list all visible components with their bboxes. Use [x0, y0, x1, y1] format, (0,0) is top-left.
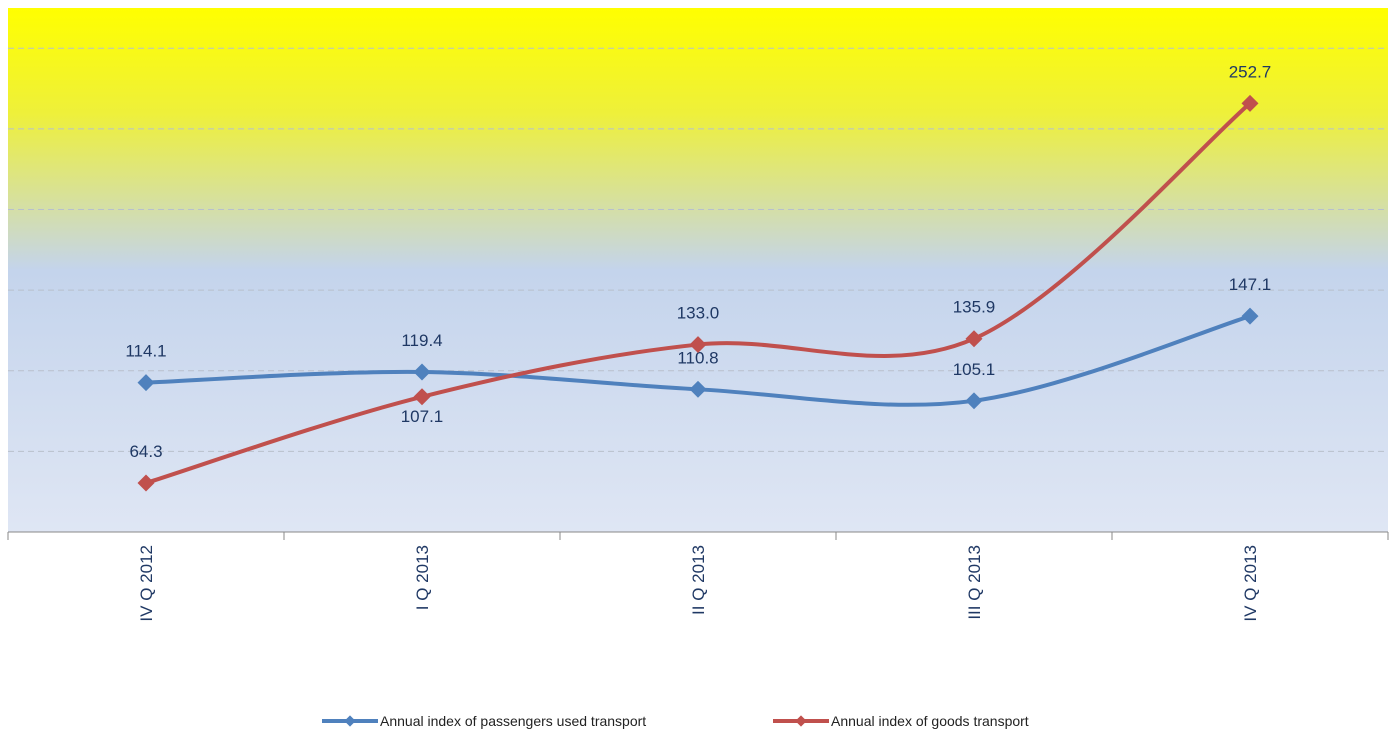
- legend-marker: [344, 715, 356, 727]
- data-point: [137, 374, 155, 392]
- data-label: 110.8: [677, 348, 718, 367]
- legend-label: Annual index of goods transport: [831, 713, 1029, 729]
- x-tick-label: I Q 2013: [413, 545, 432, 610]
- data-label: 252.7: [1229, 62, 1272, 81]
- data-label: 135.9: [953, 298, 996, 317]
- x-tick-label: II Q 2013: [689, 545, 708, 615]
- plot-area: [8, 8, 1388, 532]
- data-label: 107.1: [401, 407, 444, 426]
- x-tick-label: IV Q 2013: [1241, 545, 1260, 622]
- x-tick-label: IV Q 2012: [137, 545, 156, 622]
- data-label: 147.1: [1229, 275, 1272, 294]
- data-point: [413, 363, 431, 381]
- data-point: [137, 474, 155, 492]
- data-point: [965, 392, 983, 410]
- data-point: [413, 388, 431, 406]
- legend-marker: [795, 715, 807, 727]
- data-point: [689, 380, 707, 398]
- data-label: 64.3: [129, 442, 162, 461]
- legend-label: Annual index of passengers used transpor…: [380, 713, 646, 729]
- data-label: 114.1: [125, 342, 166, 361]
- data-label: 119.4: [401, 331, 442, 350]
- data-point: [689, 336, 707, 354]
- data-label: 133.0: [677, 304, 720, 323]
- x-tick-label: III Q 2013: [965, 545, 984, 620]
- data-label: 105.1: [953, 360, 996, 379]
- data-point: [965, 330, 983, 348]
